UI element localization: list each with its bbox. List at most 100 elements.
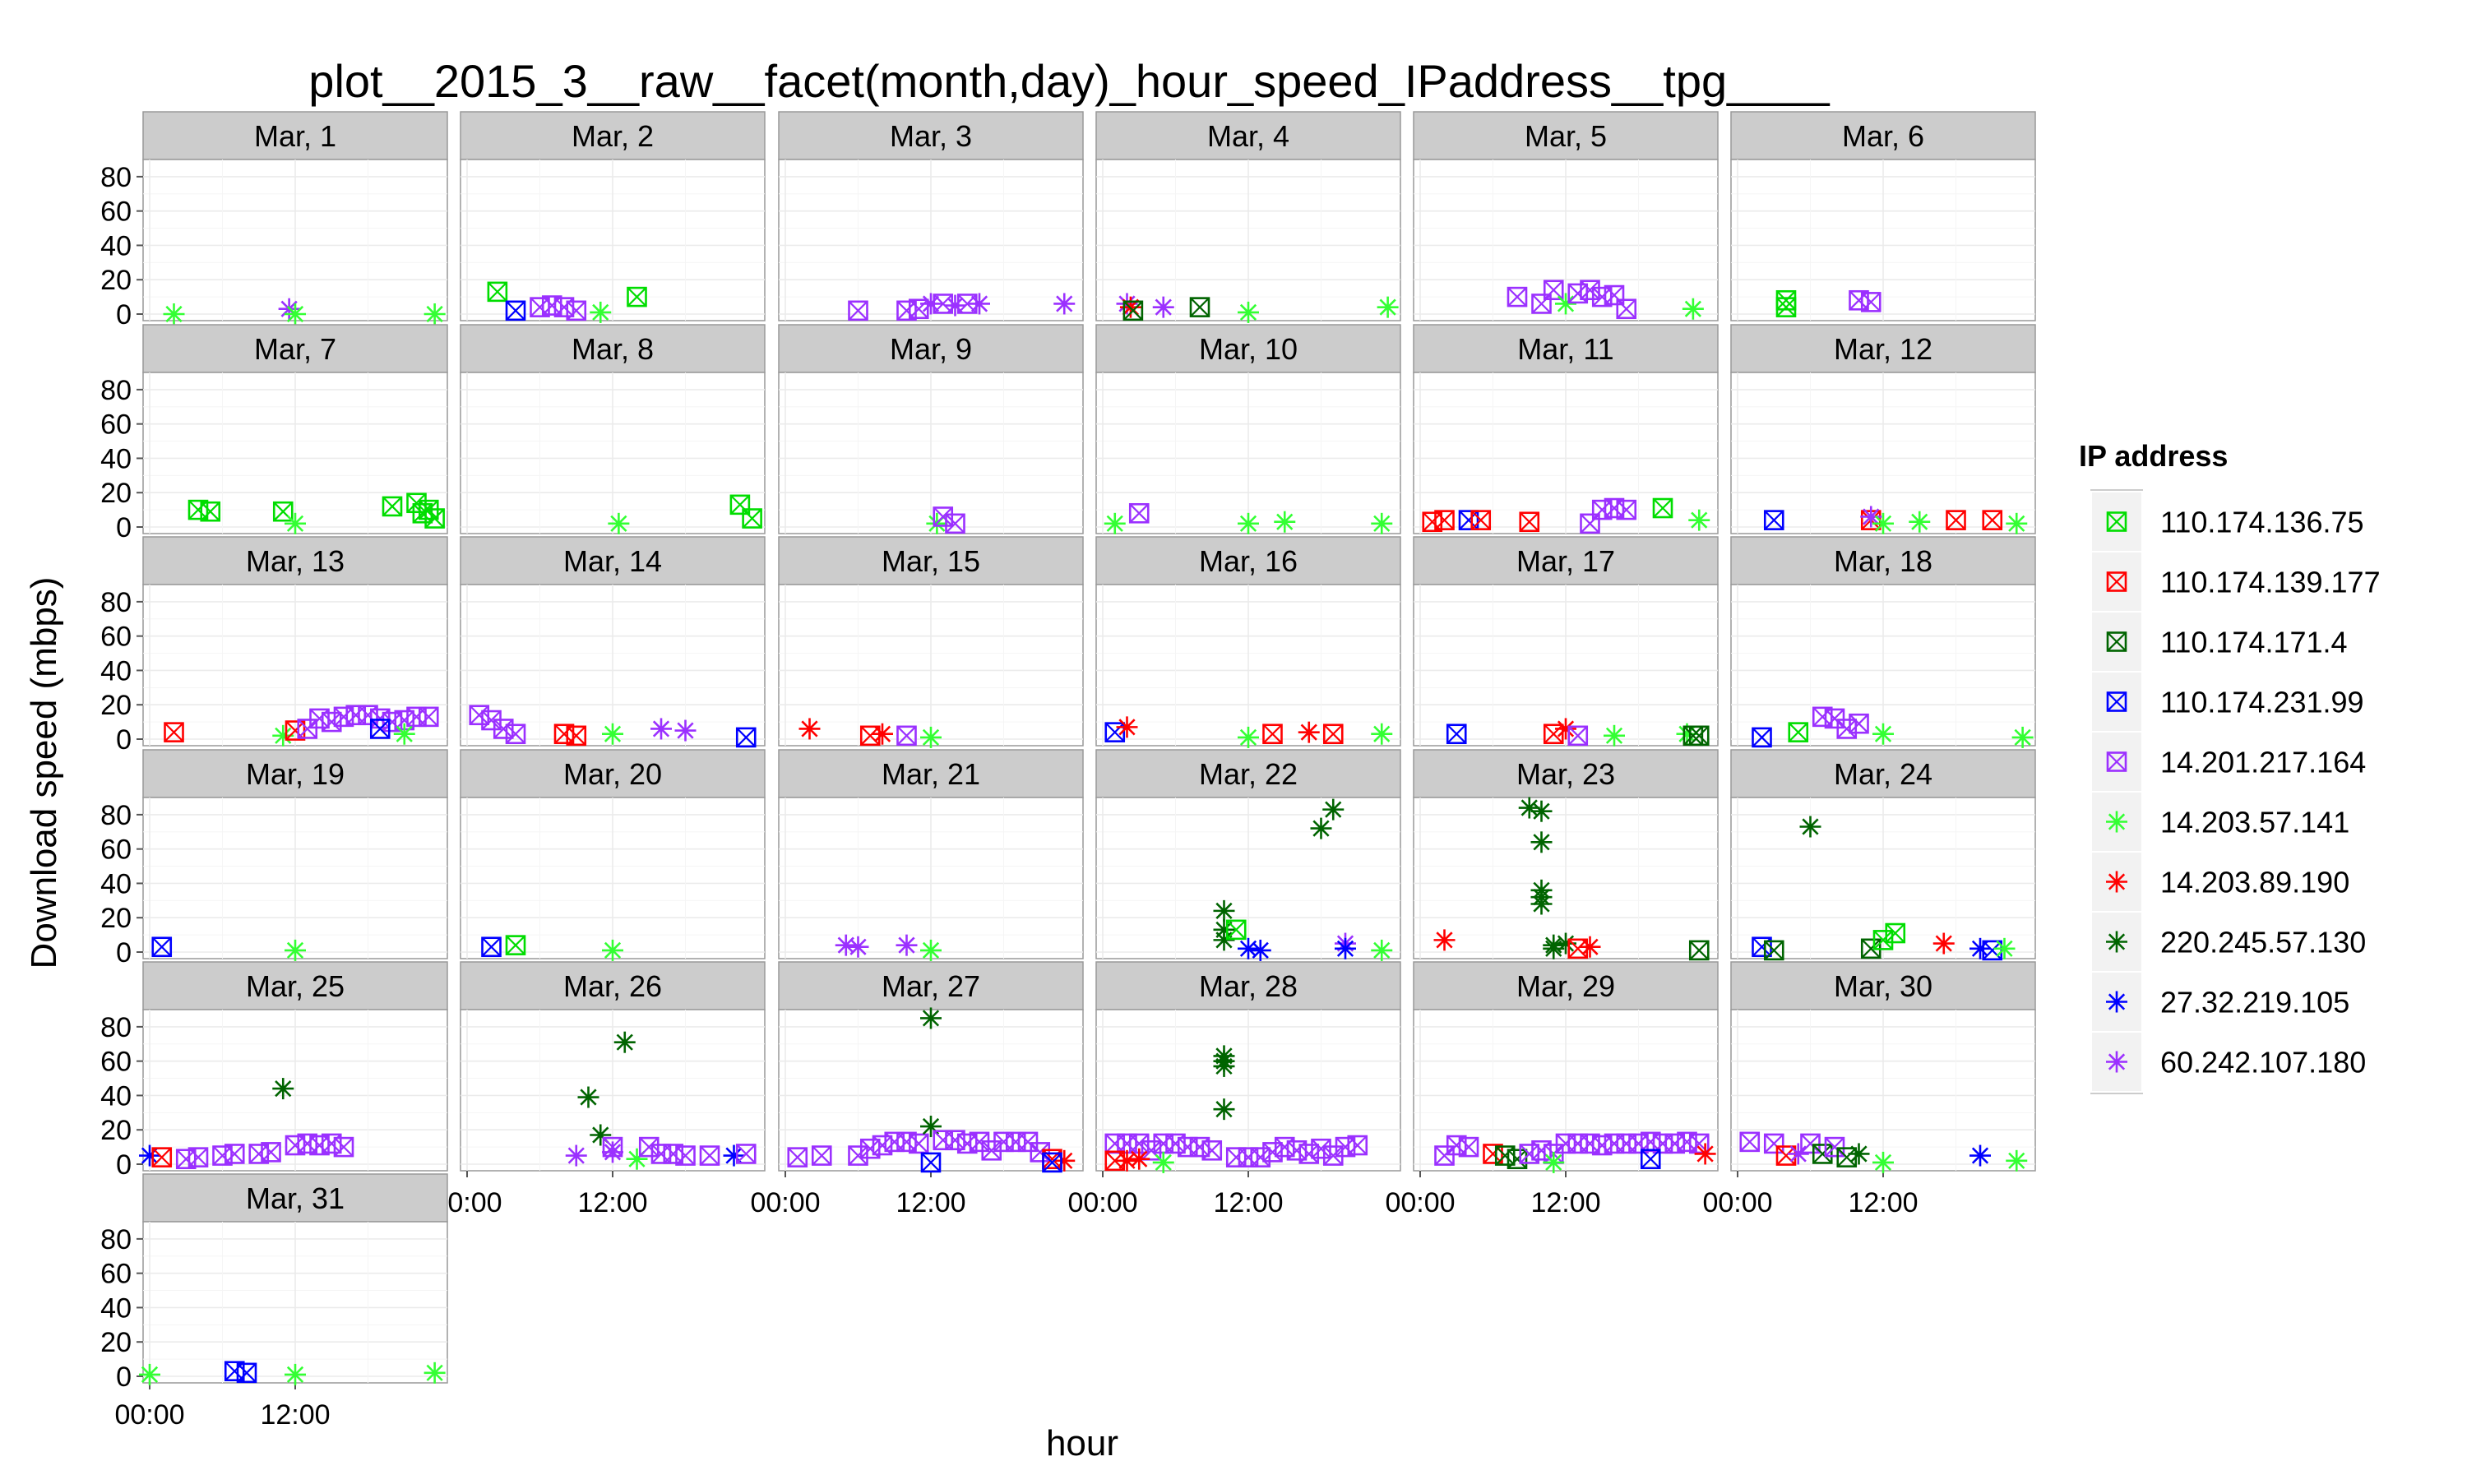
- facet-panel: Mar, 24: [1730, 749, 2036, 961]
- data-point-box: [1788, 722, 1809, 742]
- data-point: [1946, 510, 1966, 530]
- facet-panel: Mar, 16: [1095, 536, 1401, 748]
- data-point-box: [1519, 511, 1540, 533]
- data-point-ray: [286, 1366, 304, 1384]
- grid: [461, 797, 765, 959]
- data-point: [1591, 1135, 1613, 1156]
- data-point: [1310, 817, 1332, 839]
- facet-label: Mar, 12: [1834, 332, 1932, 366]
- legend-entry: 110.174.231.99: [2090, 671, 2364, 733]
- facet-label: Mar, 21: [882, 757, 980, 791]
- data-point-box: [1664, 1133, 1686, 1154]
- data-point-ray: [1215, 1101, 1233, 1118]
- data-point-box: [1836, 719, 1858, 739]
- data-point-box: [1860, 292, 1881, 312]
- data-points: [481, 935, 623, 961]
- facet-panel: Mar, 14: [460, 536, 766, 748]
- data-point-box: [1470, 510, 1492, 530]
- data-points: [1433, 797, 1710, 961]
- data-point: [1519, 511, 1540, 533]
- data-point-cross-b: [334, 707, 354, 727]
- data-point-box: [505, 935, 526, 955]
- data-point: [224, 1144, 245, 1164]
- data-point-box: [1849, 289, 1869, 311]
- data-point: [139, 1363, 160, 1385]
- data-point-box: [1688, 1133, 1710, 1154]
- data-points: [835, 934, 942, 961]
- data-point: [896, 934, 918, 956]
- data-point-cross-b: [1800, 1134, 1821, 1153]
- data-point: [1688, 509, 1710, 531]
- data-point-box: [1335, 1136, 1356, 1158]
- data-point-box: [469, 705, 490, 726]
- data-points: [469, 705, 757, 748]
- facet-label: Mar, 28: [1199, 969, 1298, 1003]
- y-tick-label: 60: [100, 196, 132, 228]
- legend-entry: 27.32.219.105: [2090, 971, 2349, 1033]
- data-point-box: [200, 501, 221, 522]
- x-tick-label: 12:00: [896, 1187, 965, 1218]
- data-point-cross-b: [1250, 1147, 1271, 1167]
- data-point-ray: [1684, 300, 1701, 317]
- data-point-box: [285, 1135, 306, 1156]
- data-point-box: [1458, 1136, 1479, 1158]
- facet-label: Mar, 30: [1834, 969, 1932, 1003]
- data-point-cross-b: [1812, 1144, 1833, 1164]
- legend-entry: 110.174.136.75: [2090, 491, 2364, 552]
- data-point-ray: [1373, 941, 1391, 959]
- data-point-ray: [286, 515, 304, 532]
- data-point: [1848, 1143, 1870, 1165]
- data-point: [1812, 706, 1833, 728]
- data-point-box: [742, 508, 762, 529]
- data-point-ray: [1545, 1153, 1562, 1172]
- data-point-box: [1946, 510, 1966, 530]
- facet-panel: Mar, 21: [778, 749, 1084, 961]
- data-point-cross-b: [1752, 728, 1772, 747]
- data-point-ray: [1252, 941, 1269, 959]
- data-point: [1322, 724, 1344, 745]
- data-point-cross-b: [224, 1144, 245, 1164]
- data-point: [309, 1135, 330, 1156]
- data-point: [1932, 932, 1955, 955]
- y-tick-label: 20: [100, 478, 132, 509]
- data-point: [272, 1078, 294, 1100]
- legend-key-cross-b: [2107, 511, 2127, 532]
- data-point-cross-b: [1604, 498, 1624, 518]
- data-point-box: [663, 1144, 684, 1164]
- data-points: [926, 506, 965, 534]
- facet-strip: [1095, 324, 1401, 373]
- legend-key: [2106, 691, 2127, 712]
- data-point-box: [566, 300, 587, 321]
- facet-panel: Mar, 18: [1730, 536, 2036, 748]
- data-points: [1507, 280, 1704, 320]
- data-point: [1763, 940, 1784, 961]
- data-point: [530, 297, 550, 317]
- data-point-cross-b: [1664, 1134, 1685, 1153]
- data-point-cross-b: [812, 1145, 832, 1166]
- data-point: [175, 1149, 197, 1170]
- data-point-box: [566, 725, 587, 747]
- data-point: [1371, 939, 1393, 961]
- facet-label: Mar, 3: [890, 119, 972, 153]
- data-point-box: [1141, 1140, 1162, 1161]
- legend-label: 14.201.217.164: [2160, 746, 2366, 779]
- data-point: [1433, 929, 1456, 951]
- data-point-cross-b: [1018, 1132, 1038, 1152]
- legend-label: 220.245.57.130: [2160, 926, 2366, 959]
- facet-label: Mar, 18: [1834, 544, 1932, 578]
- data-point-ray: [592, 1126, 609, 1144]
- data-point-box: [993, 1131, 1014, 1153]
- data-point: [553, 724, 575, 745]
- data-point: [424, 508, 445, 529]
- facet-strip: [460, 749, 766, 798]
- y-tick-label: 20: [100, 903, 132, 934]
- data-point-cross-b: [1849, 290, 1869, 311]
- y-tick-label: 40: [100, 868, 132, 899]
- facet-panel: Mar, 23: [1413, 749, 1719, 961]
- data-point: [811, 1145, 832, 1166]
- data-point-cross-b: [488, 282, 507, 302]
- facet-strip: [1413, 111, 1719, 160]
- data-point-ray: [1215, 932, 1233, 949]
- data-point-cross-b: [1422, 511, 1442, 532]
